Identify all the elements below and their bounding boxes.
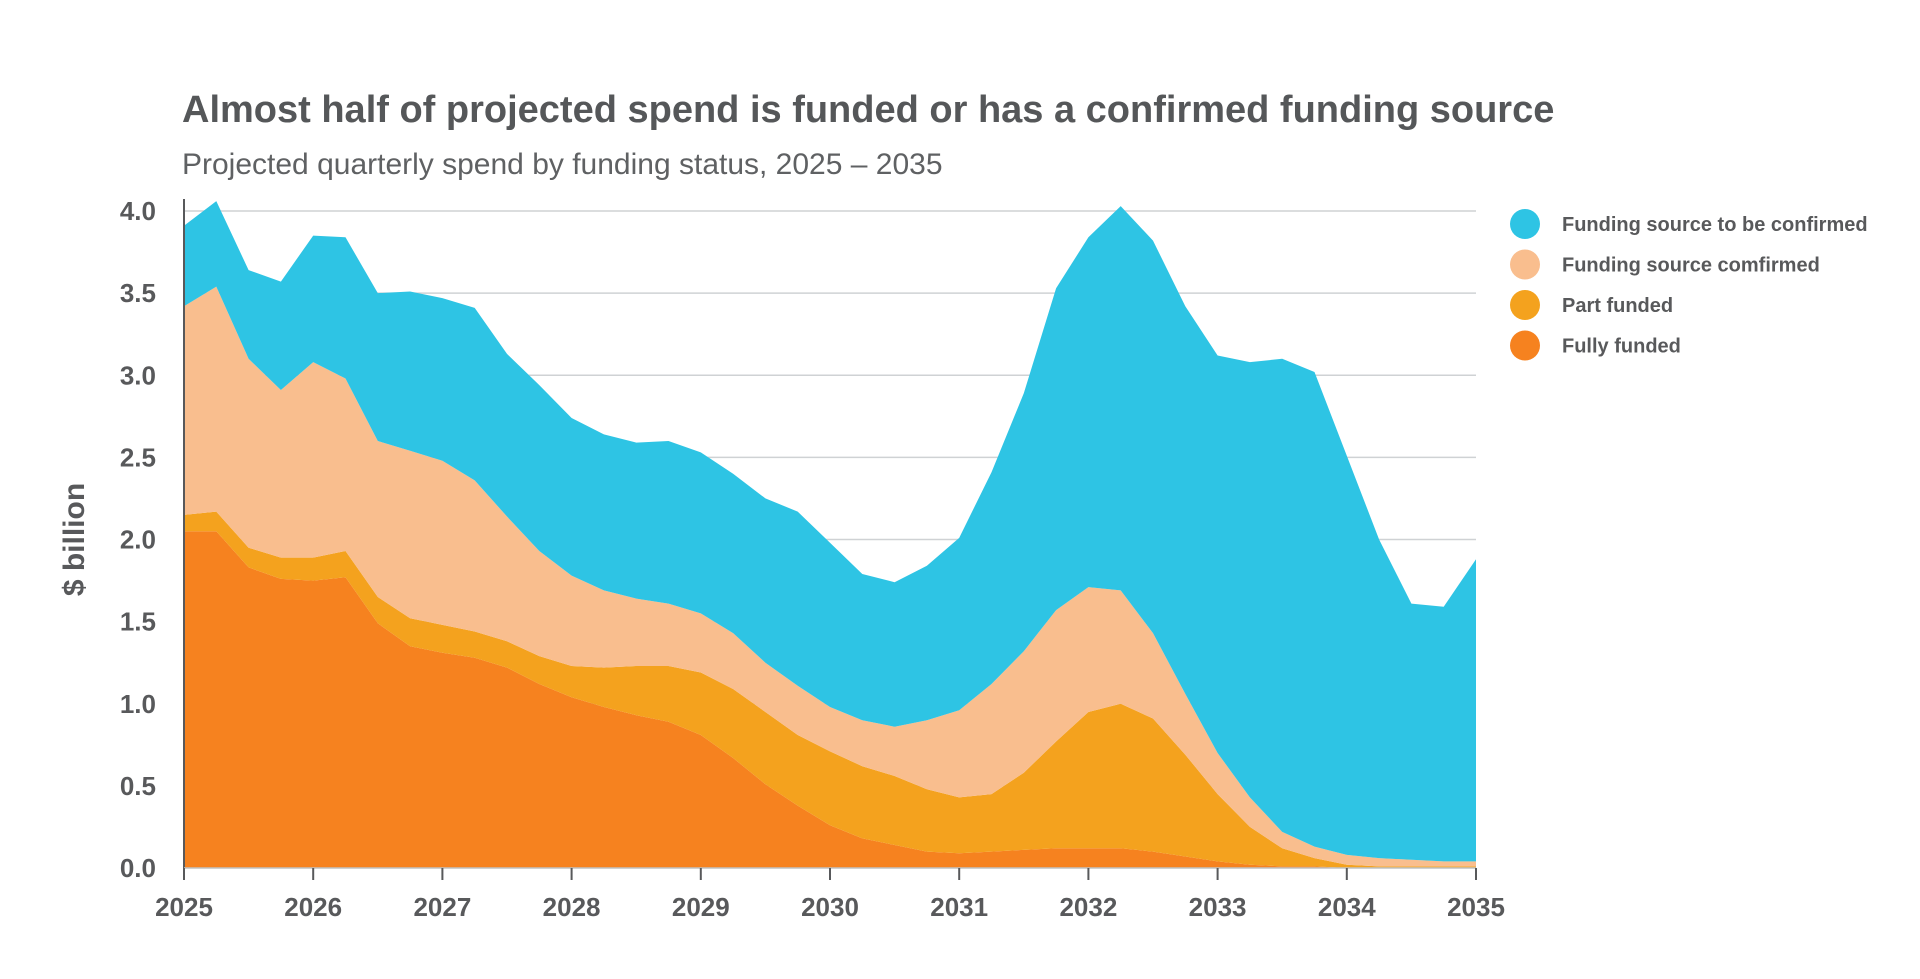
legend-swatch [1510, 249, 1540, 280]
x-tick-label: 2027 [413, 892, 471, 922]
legend-swatch [1510, 330, 1540, 361]
y-tick-label: 2.0 [120, 525, 156, 555]
legend-swatch [1510, 209, 1540, 239]
y-tick-label: 1.5 [120, 607, 156, 637]
axes: 0.0 0.5 1.0 1.5 2.0 2.5 3.0 3.5 4.0 2025 2026 2027 2… [58, 196, 1505, 922]
legend-label: Part funded [1562, 295, 1673, 317]
legend-item-funding-source-comfirmed: Funding source comfirmed [1510, 249, 1820, 280]
chart-title: Almost half of projected spend is funded… [182, 89, 1554, 131]
x-tick-label: 2026 [284, 892, 342, 922]
y-tick-label: 3.0 [120, 360, 156, 390]
y-tick-label: 0.5 [120, 771, 156, 801]
legend-swatch [1510, 290, 1540, 320]
x-tick-label: 2031 [930, 892, 988, 922]
x-tick-label: 2033 [1189, 892, 1247, 922]
x-tick-label: 2032 [1059, 892, 1117, 922]
legend-label: Funding source to be confirmed [1562, 214, 1868, 236]
y-tick-label: 0.0 [120, 853, 156, 883]
series-area-funding-source-comfirmed [184, 286, 1476, 867]
chart-subtitle: Projected quarterly spend by funding sta… [182, 148, 943, 181]
y-tick-label: 1.0 [120, 689, 156, 719]
x-tick-label: 2034 [1318, 892, 1376, 922]
x-tick-label: 2029 [672, 892, 730, 922]
legend-item-part-funded: Part funded [1510, 290, 1673, 320]
series-area-part-funded [184, 511, 1476, 868]
y-axis-label: $ billion [58, 483, 91, 596]
x-tick-label: 2030 [801, 892, 859, 922]
legend-item-funding-source-to-be-confirmed: Funding source to be confirmed [1510, 209, 1868, 239]
y-tick-label: 4.0 [120, 196, 156, 226]
legend-label: Funding source comfirmed [1562, 255, 1820, 277]
legend: Funding source to be confirmed Funding so… [1510, 209, 1868, 361]
x-tick-label: 2028 [543, 892, 601, 922]
legend-item-fully-funded: Fully funded [1510, 330, 1681, 361]
y-tick-label: 2.5 [120, 442, 156, 472]
plot-area [184, 201, 1476, 868]
legend-label: Fully funded [1562, 336, 1681, 358]
series-area-funding-source-to-be-confirmed [184, 201, 1476, 862]
x-tick-label: 2025 [155, 892, 213, 922]
x-tick-label: 2035 [1447, 892, 1505, 922]
series-area-fully-funded [184, 531, 1476, 868]
y-tick-label: 3.5 [120, 278, 156, 308]
